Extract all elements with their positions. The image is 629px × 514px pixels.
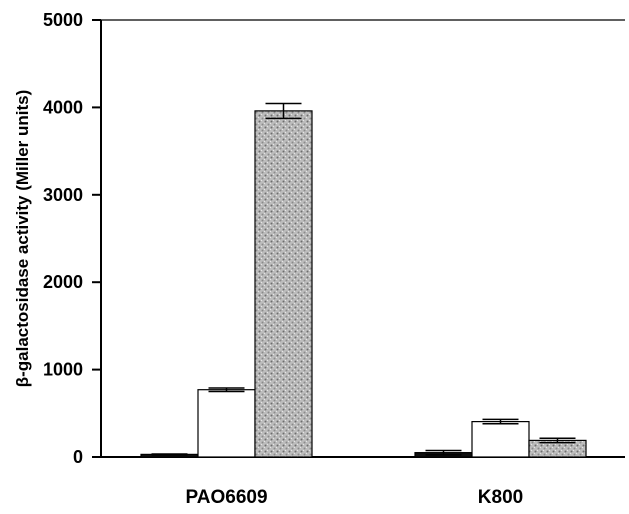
- y-tick-label: 4000: [43, 97, 83, 117]
- y-tick-label: 3000: [43, 185, 83, 205]
- bar-pao6609-series-2: [197, 389, 256, 458]
- x-category-label: PAO6609: [185, 487, 267, 508]
- y-tick-label: 1000: [43, 360, 83, 380]
- bar-pao6609-series-3: [254, 110, 313, 458]
- x-category-label: K800: [478, 487, 523, 508]
- y-tick-label: 5000: [43, 10, 83, 30]
- y-tick-label: 0: [73, 447, 83, 467]
- y-tick-label: 2000: [43, 272, 83, 292]
- bar-k800-series-2: [471, 421, 530, 458]
- y-axis-label: β-galactosidase activity (Miller units): [13, 90, 32, 388]
